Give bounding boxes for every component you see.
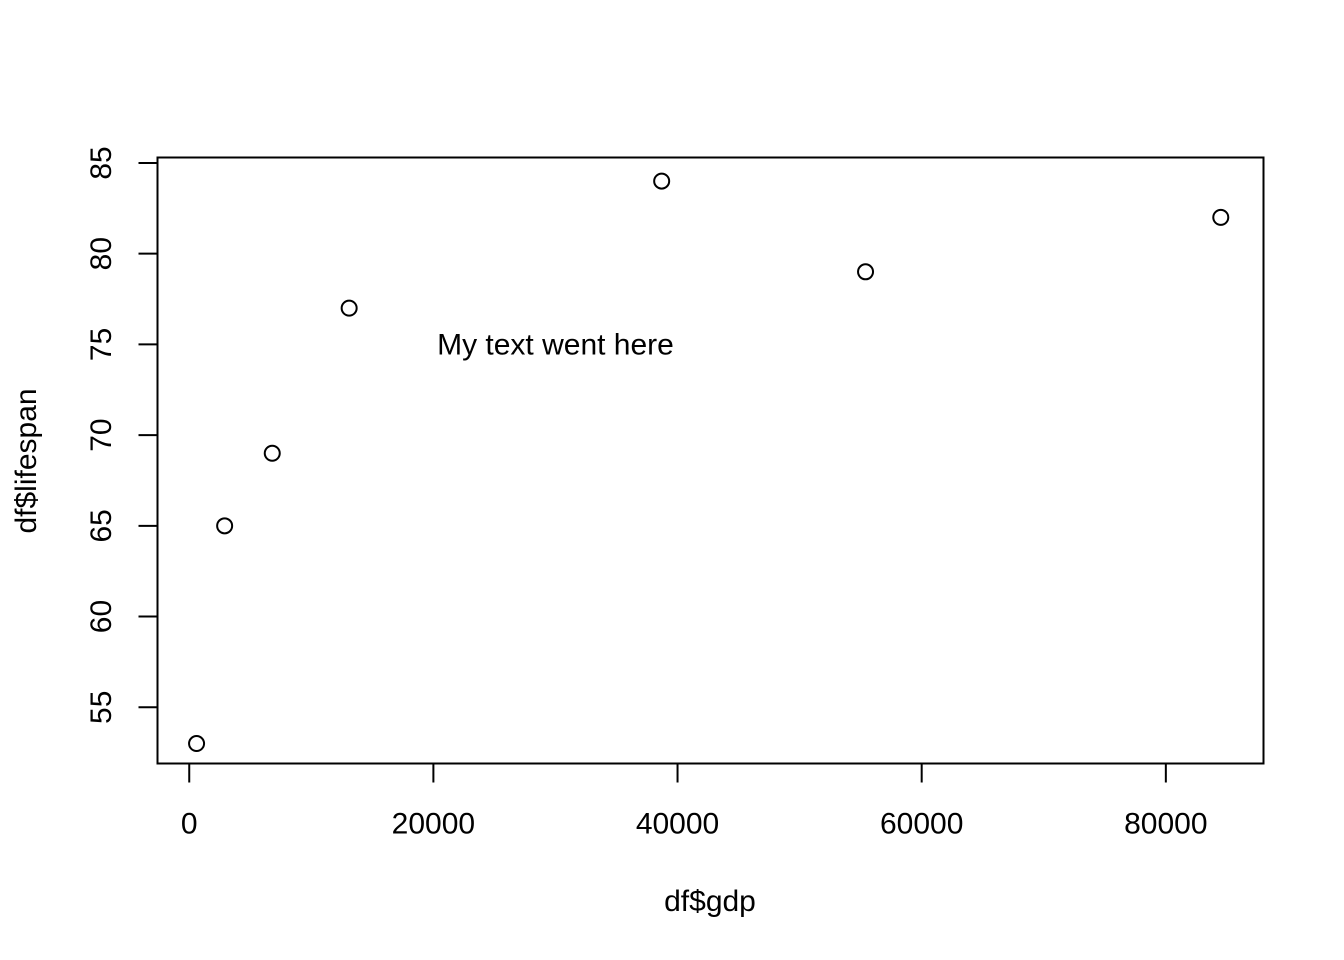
x-tick-label: 80000	[1124, 808, 1207, 841]
y-axis-title: df$lifespan	[10, 388, 43, 533]
data-point	[263, 444, 281, 462]
y-tick-label: 80	[85, 237, 118, 270]
x-tick-label: 60000	[880, 808, 963, 841]
x-tick-label: 0	[181, 808, 198, 841]
y-tick-label: 60	[85, 600, 118, 633]
annotation-text: My text went here	[437, 328, 674, 361]
plot-frame	[156, 156, 1265, 765]
data-point	[340, 299, 358, 317]
y-tick-label: 65	[85, 509, 118, 542]
y-axis: 55 60 65 70 75 80 85	[85, 146, 159, 724]
x-tick-label: 40000	[636, 808, 719, 841]
data-point	[188, 735, 206, 753]
y-tick-label: 70	[85, 418, 118, 451]
data-point	[653, 172, 671, 190]
y-tick-label: 85	[85, 146, 118, 179]
x-axis: 0 20000 40000 60000 80000	[181, 762, 1208, 841]
annotations: My text went here	[437, 328, 674, 361]
y-tick-label: 75	[85, 328, 118, 361]
data-point	[857, 263, 875, 281]
data-point	[216, 517, 234, 535]
data-points	[188, 172, 1230, 753]
data-point	[1212, 208, 1230, 226]
x-axis-title: df$gdp	[664, 885, 756, 918]
y-tick-label: 55	[85, 691, 118, 724]
x-tick-label: 20000	[392, 808, 475, 841]
